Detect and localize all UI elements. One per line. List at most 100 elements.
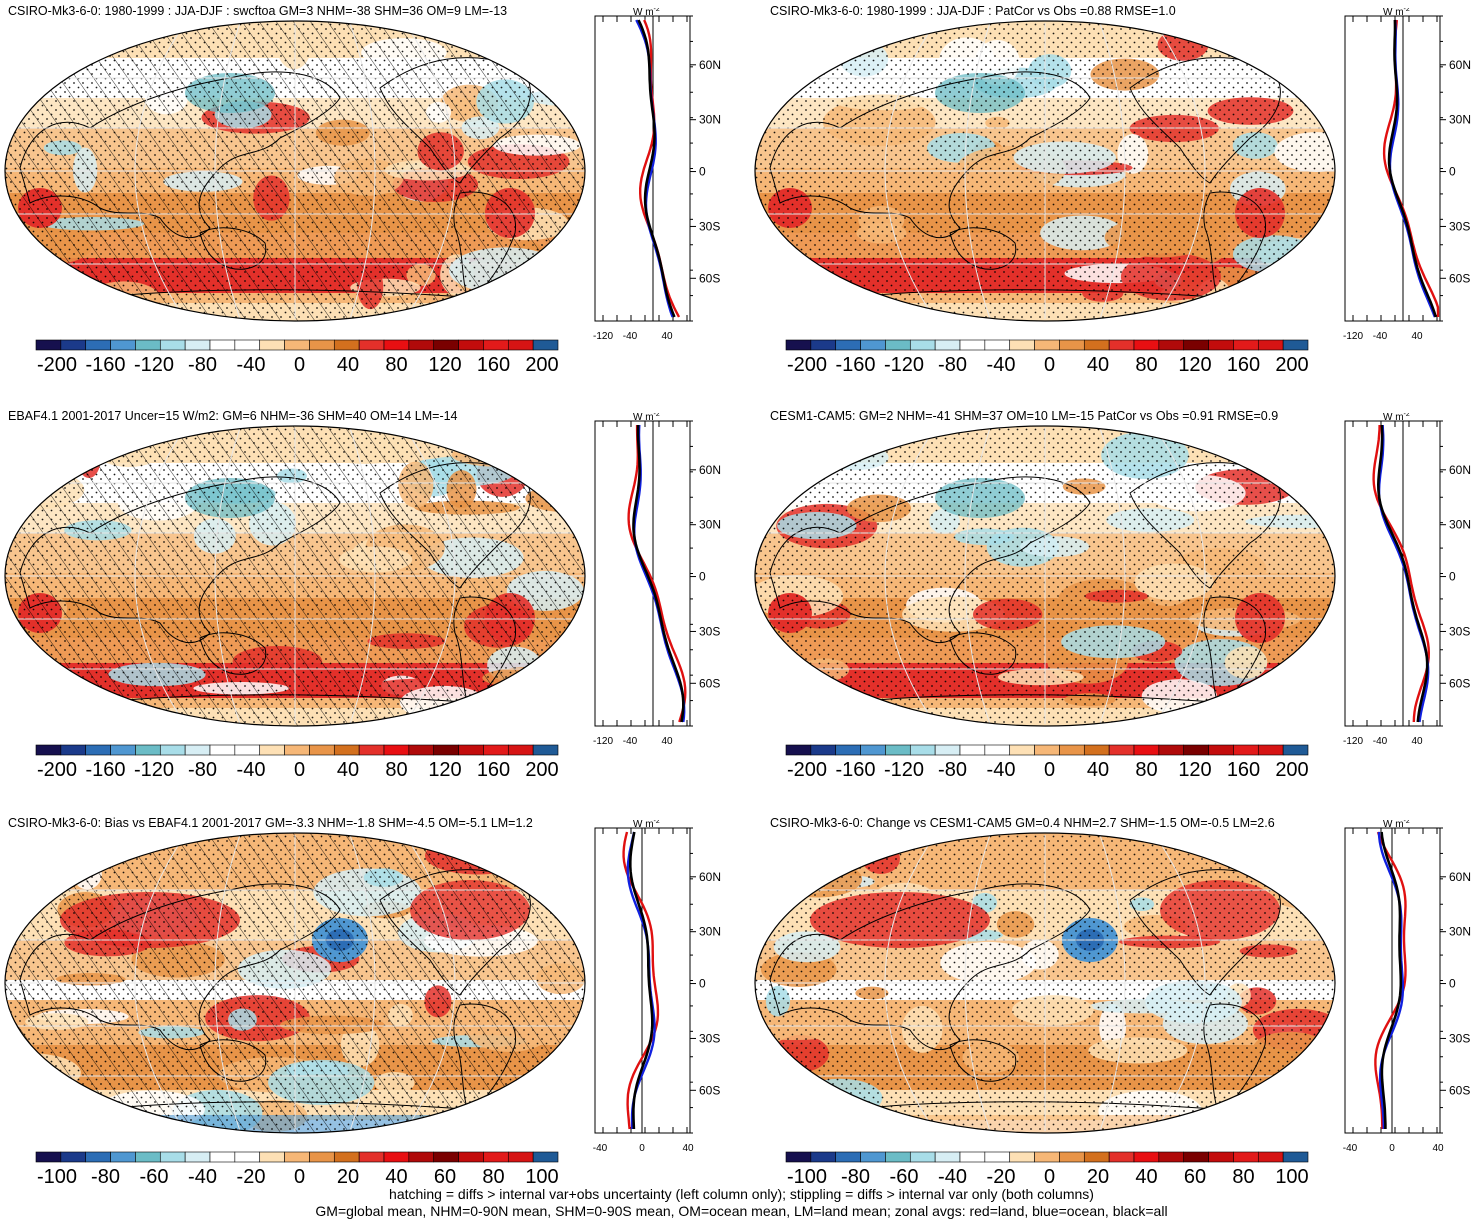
colorbar-swatch — [135, 744, 161, 756]
colorbar-swatch — [458, 339, 484, 351]
colorbar-swatch — [909, 339, 936, 351]
colorbar-swatch — [1183, 1151, 1209, 1163]
colorbar-label: 200 — [525, 759, 559, 781]
colorbar-label: 0 — [293, 1166, 306, 1188]
latitude-tick-label: 30S — [1449, 219, 1470, 233]
colorbar-swatch — [110, 1151, 136, 1163]
colorbar-label: 80 — [385, 759, 408, 781]
colorbar-label: 80 — [1232, 1166, 1255, 1188]
land-zonal-line — [622, 831, 660, 1130]
colorbar-swatch — [810, 1151, 837, 1163]
colorbar-swatch — [1208, 339, 1234, 351]
latitude-tick-label: 60S — [1449, 1083, 1470, 1097]
colorbar-swatch — [60, 744, 87, 756]
all-zonal-line — [632, 424, 685, 723]
colorbar-label: 160 — [476, 759, 511, 781]
world-map — [4, 20, 586, 322]
colorbar-label: 120 — [1178, 354, 1212, 376]
panel-title: CSIRO-Mk3-6-0: 1980-1999 : JJA-DJF : Pat… — [770, 4, 1176, 18]
colorbar-label: -20 — [986, 1166, 1016, 1188]
colorbar-swatch — [1208, 744, 1234, 756]
colorbar-swatch — [358, 1151, 385, 1163]
colorbar-label: -200 — [786, 354, 828, 376]
zonal-tick-label: -120 — [593, 331, 613, 342]
colorbar-swatch — [835, 744, 861, 756]
colorbar-label: 200 — [1275, 759, 1309, 781]
zonal-mean-plot: W m-2 60N 30N 0 30S 60S -120 -40 40 — [593, 8, 721, 342]
latitude-tick-label: 30S — [1449, 624, 1470, 638]
colorbar-swatch — [60, 1151, 87, 1163]
colorbar-swatch — [408, 1151, 435, 1163]
colorbar-swatch — [159, 339, 186, 351]
colorbar-label: -120 — [133, 759, 175, 781]
latitude-tick-label: 30N — [1449, 113, 1471, 127]
zonal-units-label: W m-2 — [633, 820, 660, 830]
zonal-tick-label: 40 — [682, 1143, 694, 1154]
zonal-tick-label: -120 — [1343, 331, 1363, 342]
colorbar-swatch — [1257, 339, 1284, 351]
ocean-zonal-line — [1377, 831, 1405, 1130]
colorbar-swatch — [433, 744, 459, 756]
colorbar-swatch — [184, 744, 211, 756]
colorbar-swatch — [1233, 339, 1259, 351]
world-map — [4, 832, 586, 1134]
colorbar-label: 100 — [1275, 1166, 1309, 1188]
colorbar-swatch — [532, 339, 559, 351]
colorbar-swatch — [135, 1151, 161, 1163]
colorbar-label: 40 — [336, 354, 360, 376]
colorbar-label: 0 — [1043, 759, 1056, 781]
colorbar-swatch — [934, 744, 961, 756]
latitude-tick-label: 0 — [699, 977, 706, 991]
colorbar-swatch — [35, 339, 62, 351]
colorbar-swatch — [234, 1151, 261, 1163]
colorbar-swatch — [483, 339, 509, 351]
colorbar-label: -80 — [188, 759, 217, 781]
colorbar-swatch — [234, 339, 261, 351]
colorbar-swatch — [507, 744, 534, 756]
colorbar-label: -160 — [85, 759, 126, 781]
colorbar — [35, 744, 559, 756]
colorbar-swatch — [259, 1151, 285, 1163]
zonal-tick-label: -40 — [1373, 331, 1388, 342]
colorbar-swatch — [1257, 744, 1284, 756]
latitude-tick-label: 30N — [699, 113, 721, 127]
zonal-tick-label: 40 — [1411, 736, 1423, 747]
colorbar-swatch — [909, 1151, 936, 1163]
colorbar-swatch — [309, 339, 335, 351]
colorbar — [35, 1151, 559, 1163]
all-zonal-line — [1387, 19, 1438, 318]
world-map — [754, 20, 1336, 322]
colorbar-swatch — [135, 339, 161, 351]
latitude-tick-label: 0 — [1449, 977, 1456, 991]
colorbar-swatch — [810, 339, 837, 351]
colorbar-swatch — [1083, 744, 1110, 756]
land-zonal-line — [627, 425, 687, 723]
colorbar-label: 120 — [428, 354, 462, 376]
colorbar-swatch — [885, 1151, 911, 1163]
colorbar-label: 200 — [1275, 354, 1309, 376]
colorbar-swatch — [1034, 339, 1060, 351]
colorbar-swatch — [1083, 1151, 1110, 1163]
colorbar-label: 40 — [1135, 1166, 1158, 1188]
zonal-tick-label: -40 — [593, 1143, 608, 1154]
colorbar-swatch — [85, 1151, 111, 1163]
colorbar-label: -80 — [938, 759, 967, 781]
colorbar-label: -40 — [236, 759, 266, 781]
colorbar — [35, 339, 559, 351]
colorbar-swatch — [85, 339, 111, 351]
colorbar-swatch — [785, 339, 812, 351]
latitude-tick-label: 60S — [1449, 271, 1470, 285]
latitude-tick-label: 30N — [699, 925, 721, 939]
colorbar-label: -80 — [91, 1166, 120, 1188]
colorbar-swatch — [1108, 1151, 1135, 1163]
world-map — [754, 425, 1336, 727]
colorbar-swatch — [110, 744, 136, 756]
colorbar-label: 0 — [293, 759, 306, 781]
zonal-tick-label: -120 — [1343, 736, 1363, 747]
colorbar-swatch — [507, 1151, 534, 1163]
colorbar-label: 100 — [525, 1166, 559, 1188]
colorbar-swatch — [1034, 1151, 1060, 1163]
colorbar-swatch — [408, 339, 435, 351]
colorbar-swatch — [959, 1151, 986, 1163]
colorbar-swatch — [358, 339, 385, 351]
